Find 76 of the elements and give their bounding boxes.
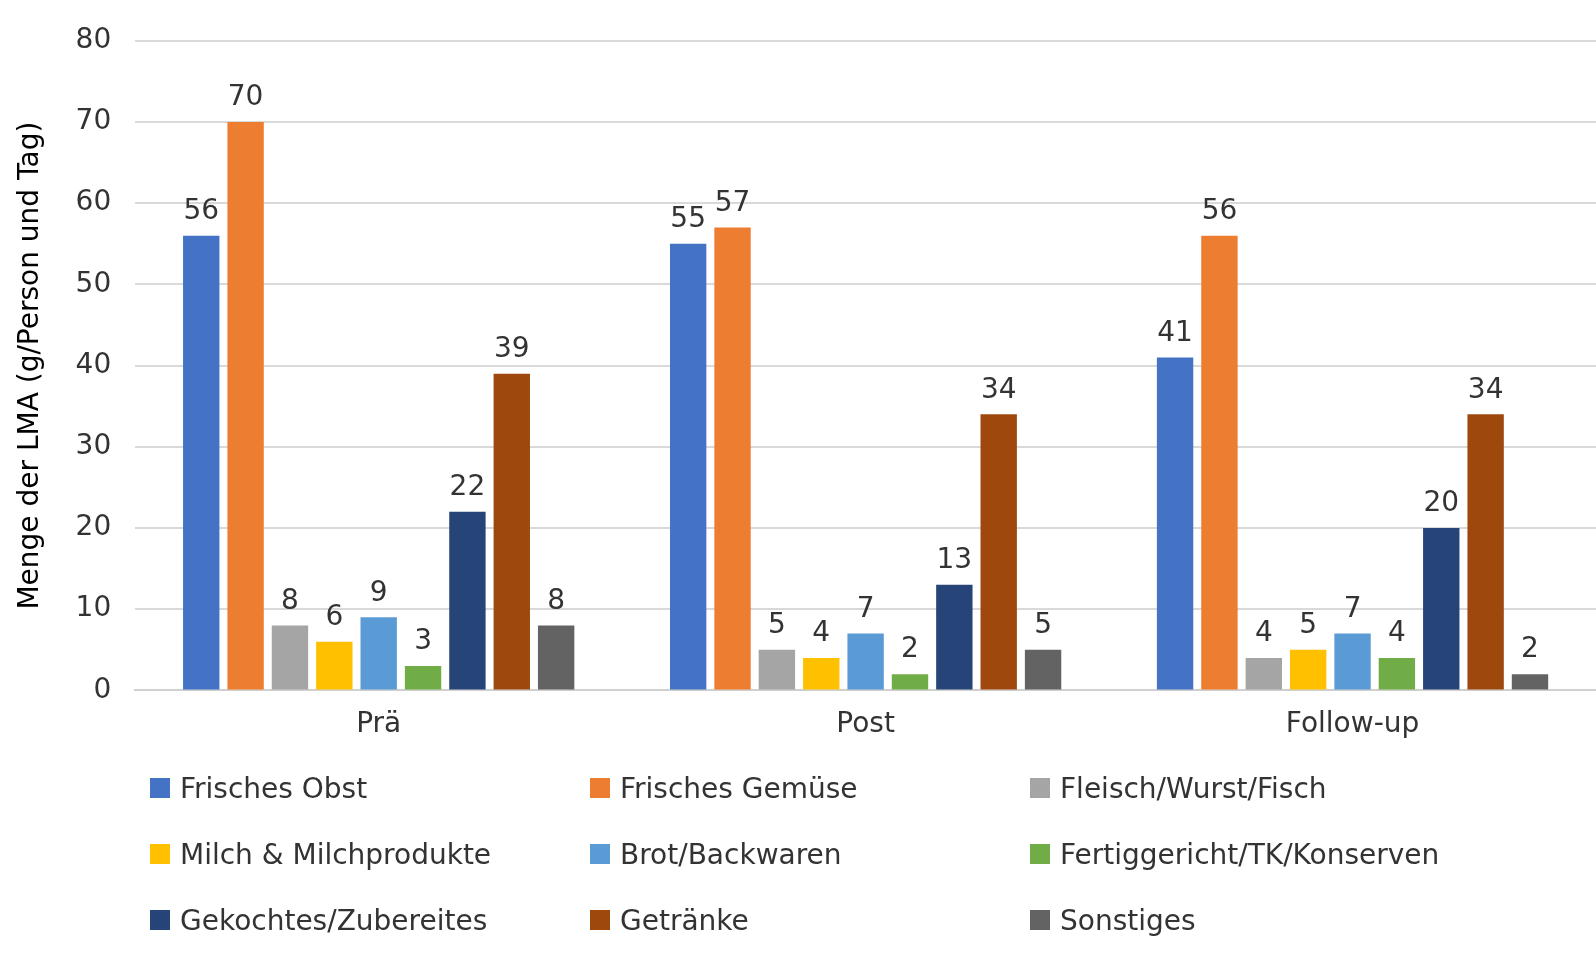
bar	[936, 584, 973, 690]
bar	[227, 122, 264, 690]
bar	[449, 511, 486, 690]
bar	[1289, 649, 1327, 690]
bar	[1334, 633, 1371, 690]
data-label: 5	[767, 607, 786, 641]
legend-label: Frisches Gemüse	[620, 771, 858, 805]
data-label: 8	[281, 582, 299, 616]
bar	[404, 666, 442, 690]
data-label: 2	[901, 631, 919, 665]
data-label: 56	[1201, 192, 1238, 226]
y-axis-title: Menge der LMA (g/Person und Tag)	[12, 121, 46, 610]
data-label: 3	[414, 623, 432, 657]
bar	[1511, 674, 1549, 690]
data-label: 57	[714, 184, 751, 218]
bar	[803, 657, 840, 690]
data-label: 13	[936, 542, 973, 576]
y-tick-label: 60	[75, 184, 112, 218]
data-label: 56	[183, 192, 220, 226]
bar	[1024, 649, 1062, 690]
y-tick-label: 80	[75, 22, 112, 56]
data-label: 4	[1254, 615, 1273, 649]
bar	[714, 227, 751, 690]
legend-label: Milch & Milchprodukte	[180, 837, 492, 871]
data-label: 5	[1034, 607, 1052, 641]
bar	[758, 649, 796, 690]
bar	[1201, 235, 1238, 690]
data-label: 34	[980, 371, 1017, 405]
legend-label: Frisches Obst	[180, 771, 368, 805]
x-tick-label: Prä	[356, 706, 402, 740]
bar	[183, 235, 220, 690]
data-label: 20	[1423, 485, 1460, 519]
x-tick-label: Follow-up	[1285, 706, 1420, 740]
data-label: 70	[227, 79, 264, 113]
data-label: 4	[1387, 615, 1406, 649]
y-tick-label: 70	[75, 103, 112, 137]
y-tick-label: 20	[75, 509, 112, 543]
data-label: 7	[856, 590, 875, 624]
bar	[316, 641, 353, 690]
data-label: 8	[547, 582, 566, 616]
legend-label: Getränke	[620, 903, 749, 937]
data-label: 5	[1299, 607, 1318, 641]
bar	[1467, 414, 1504, 690]
bar	[891, 674, 929, 690]
legend-label: Fleisch/Wurst/Fisch	[1060, 771, 1327, 805]
data-label: 39	[493, 331, 530, 364]
x-tick-label: Post	[836, 706, 895, 740]
legend-label: Gekochtes/Zubereites	[180, 903, 488, 937]
y-tick-label: 30	[75, 428, 112, 462]
y-tick-label: 50	[75, 265, 112, 299]
data-label: 22	[449, 469, 486, 503]
data-label: 4	[812, 615, 831, 649]
bar	[980, 414, 1017, 690]
y-tick-label: 40	[75, 346, 112, 380]
bar	[271, 625, 309, 690]
bar	[493, 373, 530, 690]
data-label: 6	[325, 598, 344, 632]
bar	[1378, 657, 1416, 690]
y-tick-label: 0	[93, 671, 112, 705]
legend-label: Brot/Backwaren	[620, 837, 842, 871]
data-label: 41	[1157, 314, 1193, 348]
data-label: 9	[369, 574, 388, 608]
bar	[669, 243, 707, 690]
y-tick-label: 10	[75, 590, 112, 624]
legend-label: Fertiggericht/TK/Konserven	[1060, 837, 1440, 871]
bar	[847, 633, 884, 690]
data-label: 55	[670, 201, 706, 235]
bar	[537, 625, 575, 690]
bar	[1245, 657, 1282, 690]
bar	[1423, 528, 1460, 690]
legend-label: Sonstiges	[1060, 903, 1196, 937]
data-label: 2	[1521, 631, 1539, 665]
data-label: 34	[1467, 371, 1504, 405]
bar	[360, 617, 397, 690]
bar	[1156, 357, 1194, 690]
data-label: 7	[1343, 590, 1362, 624]
